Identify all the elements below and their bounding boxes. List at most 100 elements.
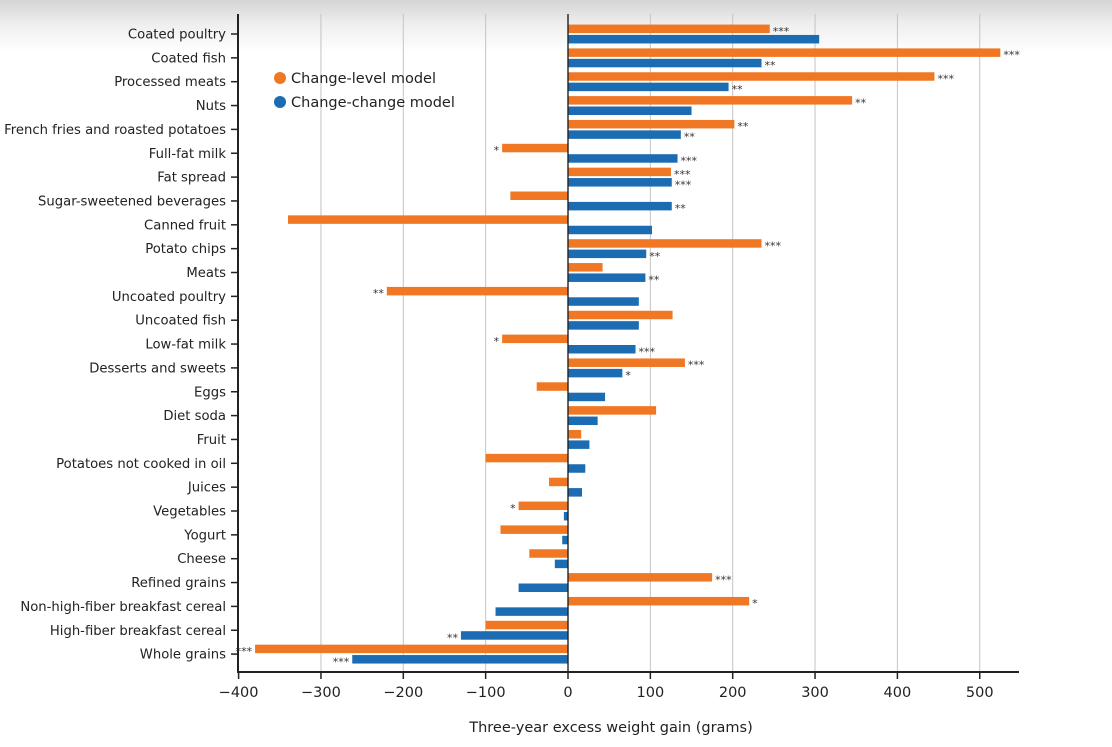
bar-change-level-cheese: [529, 549, 568, 558]
legend-label-change-change: Change-change model: [291, 95, 455, 111]
category-label-fat-spread: Fat spread: [157, 171, 226, 186]
significance-label: **: [684, 131, 696, 144]
bar-change-change-eggs: [568, 392, 606, 402]
bar-change-level-eggs: [536, 382, 568, 391]
significance-label: ***: [715, 573, 732, 586]
bar-change-level-fruit: [568, 430, 582, 439]
bar-change-change-yogurt: [562, 535, 568, 545]
bar-change-level-diet-soda: [568, 406, 657, 415]
significance-label: ***: [333, 655, 350, 668]
category-label-fruit: Fruit: [197, 433, 226, 448]
bar-change-change-fruit: [568, 440, 590, 449]
bar-change-change-potato-chips: [568, 249, 647, 259]
bar-change-change-coated-fish: [568, 58, 762, 68]
bar-change-change-high-fiber-breakfast-cereal: [460, 631, 568, 640]
x-axis-label: Three-year excess weight gain (grams): [468, 720, 753, 736]
significance-label: ***: [675, 178, 692, 191]
significance-label: *: [494, 335, 500, 348]
bar-change-change-canned-fruit: [568, 225, 652, 235]
bar-change-level-meats: [568, 263, 603, 272]
bar-change-change-nuts: [568, 106, 692, 115]
bar-change-level-refined-grains: [568, 573, 713, 582]
bar-change-level-vegetables: [518, 501, 568, 511]
category-label-nuts: Nuts: [196, 99, 226, 114]
bar-change-change-potatoes-not-cooked-in-oil: [568, 464, 586, 473]
bar-change-change-diet-soda: [568, 416, 598, 426]
significance-label: **: [855, 96, 867, 109]
bar-change-change-low-fat-milk: [568, 345, 636, 354]
bar-change-level-processed-meats: [568, 72, 935, 81]
significance-label: **: [737, 120, 749, 133]
x-tick-label: 500: [966, 685, 994, 701]
legend: Change-level model Change-change model: [274, 71, 455, 111]
significance-label: **: [447, 631, 459, 644]
x-tick-label: −400: [219, 685, 259, 701]
bar-change-change-uncoated-fish: [568, 321, 639, 330]
category-label-potato-chips: Potato chips: [145, 242, 226, 257]
category-label-meats: Meats: [186, 266, 226, 281]
bar-change-change-coated-poultry: [568, 34, 820, 44]
bar-change-level-coated-fish: [568, 48, 1001, 57]
bar-change-level-juices: [549, 477, 568, 487]
category-label-high-fiber-breakfast-cereal: High-fiber breakfast cereal: [50, 624, 226, 639]
category-label-uncoated-poultry: Uncoated poultry: [112, 290, 226, 305]
significance-label: ***: [674, 168, 691, 181]
bar-change-change-sugar-sweetened-beverages: [568, 201, 672, 211]
bar-change-level-canned-fruit: [288, 215, 568, 224]
significance-label: *: [494, 144, 500, 157]
significance-label: *: [625, 369, 631, 382]
significance-label: ***: [773, 25, 790, 38]
category-label-vegetables: Vegetables: [153, 505, 226, 520]
significance-label: **: [649, 250, 661, 263]
category-label-eggs: Eggs: [194, 385, 226, 400]
category-label-low-fat-milk: Low-fat milk: [145, 338, 226, 353]
bar-change-change-processed-meats: [568, 82, 729, 92]
x-tick-label: −100: [466, 685, 506, 701]
bar-change-level-sugar-sweetened-beverages: [510, 191, 568, 200]
bar-change-level-desserts-and-sweets: [568, 358, 685, 367]
category-label-coated-poultry: Coated poultry: [128, 28, 226, 43]
x-tick-labels: −400 −300 −200 −100 0 100 200 300 400 500: [219, 672, 994, 701]
x-tick-label: 100: [637, 685, 665, 701]
category-label-juices: Juices: [187, 481, 226, 496]
x-tick-label: 0: [563, 685, 572, 701]
significance-label: *: [752, 597, 758, 610]
bar-change-level-french-fries-and-roasted-potatoes: [568, 119, 735, 129]
category-label-desserts-and-sweets: Desserts and sweets: [89, 361, 226, 376]
category-label-potatoes-not-cooked-in-oil: Potatoes not cooked in oil: [56, 457, 226, 472]
bar-change-level-fat-spread: [568, 167, 671, 177]
legend-marker-change-level: [274, 72, 286, 84]
category-label-whole-grains: Whole grains: [140, 648, 226, 663]
bar-change-level-yogurt: [500, 525, 568, 534]
category-label-refined-grains: Refined grains: [131, 576, 226, 591]
category-label-french-fries-and-roasted-potatoes: French fries and roasted potatoes: [4, 123, 226, 138]
significance-labels: ****************************************…: [236, 25, 1021, 668]
axes: [237, 14, 1019, 673]
category-label-yogurt: Yogurt: [183, 528, 226, 543]
category-labels: Coated poultry Coated fish Processed meats…: [4, 28, 238, 663]
x-tick-label: 300: [801, 685, 829, 701]
x-tick-label: 200: [719, 685, 747, 701]
category-label-sugar-sweetened-beverages: Sugar-sweetened beverages: [38, 194, 226, 209]
bar-change-level-uncoated-poultry: [386, 286, 568, 296]
bar-change-level-potato-chips: [568, 239, 762, 248]
bar-change-change-desserts-and-sweets: [568, 368, 623, 378]
significance-label: ***: [765, 239, 782, 252]
legend-marker-change-change: [274, 96, 286, 108]
category-label-coated-fish: Coated fish: [151, 51, 226, 66]
x-tick-label: −200: [383, 685, 423, 701]
legend-label-change-level: Change-level model: [291, 71, 436, 87]
significance-label: ***: [937, 73, 954, 86]
bar-change-change-french-fries-and-roasted-potatoes: [568, 130, 681, 139]
significance-label: ***: [639, 345, 656, 358]
bar-change-level-full-fat-milk: [502, 143, 568, 153]
significance-label: **: [373, 287, 385, 300]
bar-change-change-juices: [568, 488, 582, 497]
bar-change-change-full-fat-milk: [568, 154, 678, 163]
category-label-canned-fruit: Canned fruit: [144, 218, 226, 233]
bars: [255, 24, 1001, 664]
bar-change-change-non-high-fiber-breakfast-cereal: [495, 607, 568, 616]
significance-label: **: [732, 83, 744, 96]
bar-change-level-coated-poultry: [568, 24, 770, 34]
bar-change-level-low-fat-milk: [502, 334, 568, 344]
